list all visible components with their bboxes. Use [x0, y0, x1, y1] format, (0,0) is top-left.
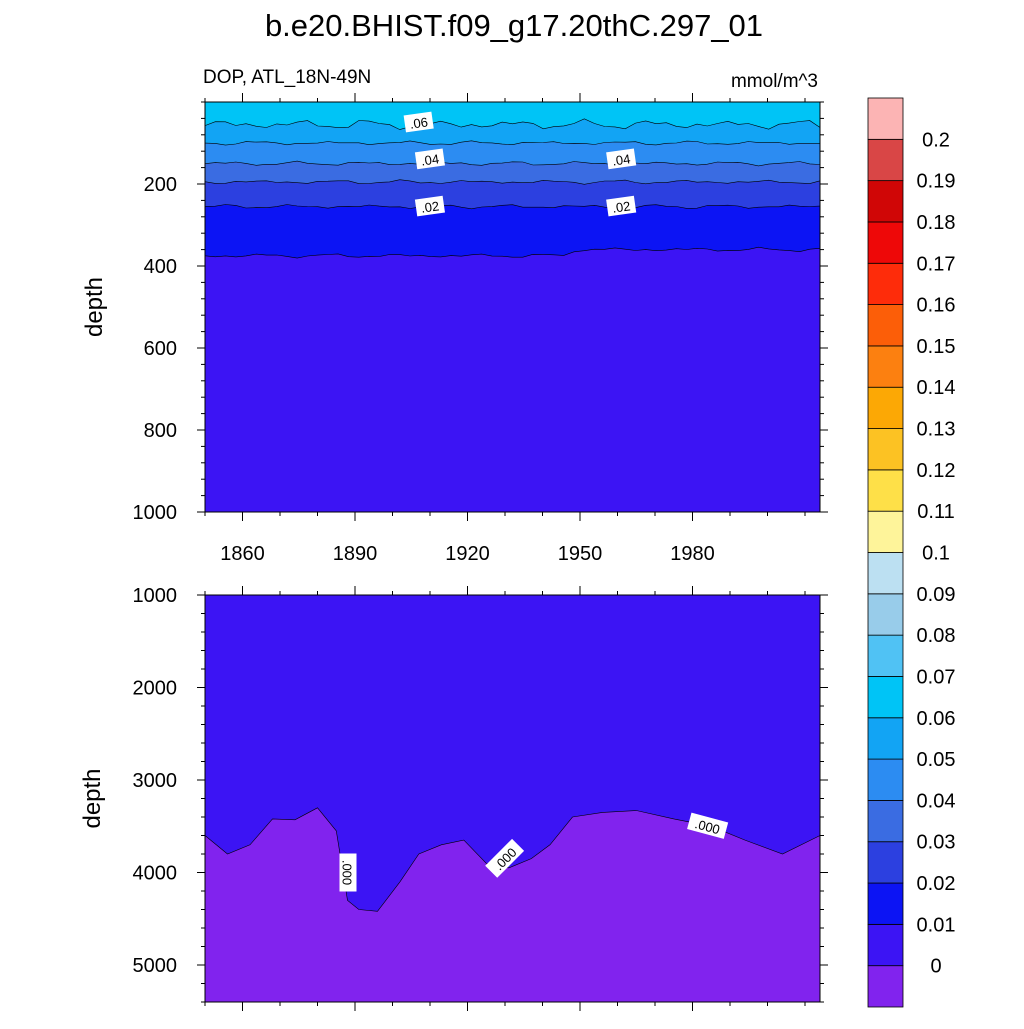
y-tick-label: 600	[144, 338, 177, 360]
contour-line-0.01	[204, 246, 821, 259]
colorbar: 0 0.01 0.02 0.03 0.04 0.05 0.06 0.07 0.08 0.09 0.1…	[867, 97, 956, 1008]
contour-label: .02	[611, 198, 631, 215]
colorbar-label: 0.14	[917, 377, 956, 399]
contour-label-box	[606, 148, 637, 170]
contour-line-0.02	[204, 204, 821, 210]
y-tick-label: 1000	[133, 585, 178, 607]
colorbar-box	[867, 345, 904, 388]
y-tick-label: 5000	[133, 955, 178, 977]
x-tick-label: 1980	[670, 543, 715, 565]
y-tick-label: 400	[144, 256, 177, 278]
colorbar-box	[867, 552, 904, 595]
colorbar-box	[867, 800, 904, 843]
contour-label-box	[414, 195, 445, 217]
colorbar-box	[867, 882, 904, 925]
contour-line-0.04	[204, 160, 821, 167]
colorbar-label: 0.07	[917, 666, 956, 688]
colorbar-label: 0.13	[917, 419, 956, 441]
top-frame	[204, 101, 821, 513]
x-tick-label: 1860	[220, 543, 265, 565]
colorbar-box	[867, 676, 904, 719]
colorbar-label: 0.03	[917, 832, 956, 854]
y-tick-label: 2000	[133, 678, 178, 700]
colorbar-box	[867, 428, 904, 471]
colorbar-box	[867, 965, 904, 1008]
colorbar-label: 0.16	[917, 295, 956, 317]
contour-label: .04	[611, 151, 631, 168]
x-tick-label: 1950	[558, 543, 603, 565]
colorbar-label: 0.09	[917, 584, 956, 606]
colorbar-label: 0.15	[917, 336, 956, 358]
contour-label-box	[403, 111, 434, 133]
contour-line-0.03	[204, 179, 821, 185]
colorbar-box	[867, 262, 904, 305]
colorbar-label: 0.05	[917, 749, 956, 771]
colorbar-box	[867, 97, 904, 140]
colorbar-label: 0.04	[917, 790, 956, 812]
units-subtitle: mmol/m^3	[731, 71, 818, 92]
contour-line-0.05	[204, 140, 821, 146]
colorbar-box	[867, 304, 904, 347]
colorbar-box	[867, 923, 904, 967]
top-panel: .06 .04 .04 .02 .02 200 400 600 800 1000 1860 1890 1…	[81, 93, 828, 565]
contour-label-box	[485, 838, 525, 878]
colorbar-label: 0.01	[917, 914, 956, 936]
colorbar-box	[867, 386, 904, 429]
contour-label-box	[606, 195, 637, 217]
colorbar-label: 0.11	[917, 501, 954, 523]
colorbar-box	[867, 758, 904, 801]
colorbar-label: 0.06	[917, 708, 956, 730]
bottom-lower-band	[205, 807, 820, 1002]
colorbar-box	[867, 717, 904, 760]
contour-label: .04	[420, 151, 440, 168]
colorbar-box	[867, 469, 904, 512]
contour-label: .06	[409, 114, 429, 131]
y-axis-label: depth	[81, 277, 108, 337]
contour-label: .000	[340, 860, 355, 885]
colorbar-label: 0.2	[922, 129, 950, 151]
colorbar-box	[867, 593, 904, 636]
y-tick-label: 4000	[133, 863, 178, 885]
colorbar-box	[867, 510, 904, 553]
y-axis-label: depth	[79, 768, 106, 828]
colorbar-box	[867, 841, 904, 884]
colorbar-label: 0	[930, 956, 941, 978]
colorbar-box	[867, 634, 904, 677]
colorbar-label: 0.02	[917, 873, 956, 895]
y-tick-label: 3000	[133, 770, 178, 792]
y-tick-label: 800	[144, 420, 177, 442]
colorbar-label: 0.1	[922, 543, 950, 565]
colorbar-label: 0.18	[917, 212, 956, 234]
x-tick-label: 1890	[333, 543, 378, 565]
y-tick-label: 1000	[133, 502, 178, 524]
contour-label-box	[339, 853, 357, 892]
y-tick-label: 200	[144, 174, 177, 196]
colorbar-label: 0.17	[917, 253, 956, 275]
colorbar-label: 0.12	[917, 460, 956, 482]
contour-label: .000	[693, 816, 721, 837]
contour-label: .02	[420, 198, 440, 215]
colorbar-box	[867, 180, 904, 223]
x-tick-label: 1920	[445, 543, 490, 565]
colorbar-box	[867, 138, 904, 182]
colorbar-label: 0.08	[917, 625, 956, 647]
contour-label-box	[414, 148, 445, 170]
zero-contour-line	[204, 807, 821, 912]
colorbar-label: 0.19	[917, 171, 956, 193]
colorbar-box	[867, 221, 904, 264]
left-subtitle: DOP, ATL_18N-49N	[203, 67, 371, 88]
contour-label-box	[687, 812, 729, 839]
chart-title: b.e20.BHIST.f09_g17.20thC.297_01	[265, 8, 763, 43]
contour-line-0.06	[204, 118, 821, 130]
